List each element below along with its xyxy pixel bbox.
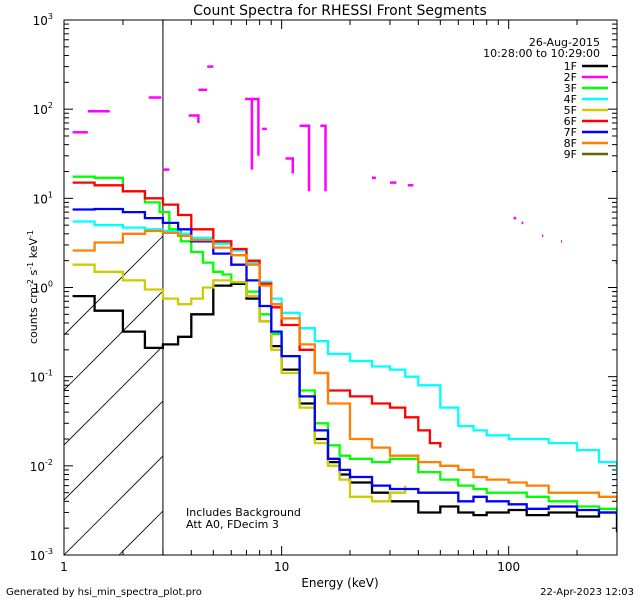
date-label: 26-Aug-2015 xyxy=(529,36,600,49)
series-2f-segment xyxy=(188,114,200,123)
series-lines xyxy=(72,65,617,533)
legend-label-5f: 5F xyxy=(564,104,577,117)
y-tick-label: 10-2 xyxy=(30,458,53,474)
y-tick-label: 10-3 xyxy=(30,547,53,563)
footer-timestamp: 22-Apr-2023 12:03 xyxy=(540,587,634,598)
plot-frame xyxy=(63,19,618,556)
hatch-line xyxy=(64,234,165,336)
axis-ticks xyxy=(64,19,618,556)
annotation-background: Includes Background xyxy=(186,506,301,519)
series-7f xyxy=(72,207,617,516)
y-tick-label: 100 xyxy=(33,280,53,296)
footer-generated-by: Generated by hsi_min_spectra_plot.pro xyxy=(6,587,202,598)
legend-label-4f: 4F xyxy=(564,93,577,106)
y-tick-label: 10-1 xyxy=(30,369,53,385)
y-tick-label: 101 xyxy=(33,190,53,206)
y-tick-label: 103 xyxy=(33,12,53,28)
y-tick-label: 102 xyxy=(33,101,53,117)
series-8f xyxy=(72,229,617,502)
x-tick-label: 1 xyxy=(60,560,68,574)
annotation-attenuator: Att A0, FDecim 3 xyxy=(186,518,279,531)
x-tick-label: 100 xyxy=(497,560,520,574)
series-2f-segment xyxy=(251,97,260,156)
hatch-mask xyxy=(162,20,617,555)
series-2f-segment xyxy=(299,124,311,192)
legend-label-8f: 8F xyxy=(564,137,577,150)
x-axis-label: Energy (keV) xyxy=(301,576,378,590)
series-clip-group xyxy=(72,65,617,533)
series-2f xyxy=(72,65,617,264)
series-2f-segment xyxy=(285,157,295,174)
x-tick-label: 10 xyxy=(274,560,289,574)
y-tick-labels: 10-3 10-2 10-1 100 101 102 103 xyxy=(30,12,53,563)
legend-label-3f: 3F xyxy=(564,82,577,95)
y-axis-label: counts cm-2 s-1 keV-1 xyxy=(26,230,41,344)
legend-label-2f: 2F xyxy=(564,71,577,84)
legend-label-9f: 9F xyxy=(564,148,577,161)
legend-label-7f: 7F xyxy=(564,126,577,139)
legend-label-6f: 6F xyxy=(564,115,577,128)
x-tick-labels: 1 10 100 xyxy=(60,560,520,574)
chart-title: Count Spectra for RHESSI Front Segments xyxy=(193,3,487,19)
time-range-label: 10:28:00 to 10:29:00 xyxy=(483,47,600,60)
legend-label-1f: 1F xyxy=(564,60,577,73)
series-2f-segment xyxy=(320,124,327,192)
attenuator-hatched-region xyxy=(64,20,617,555)
